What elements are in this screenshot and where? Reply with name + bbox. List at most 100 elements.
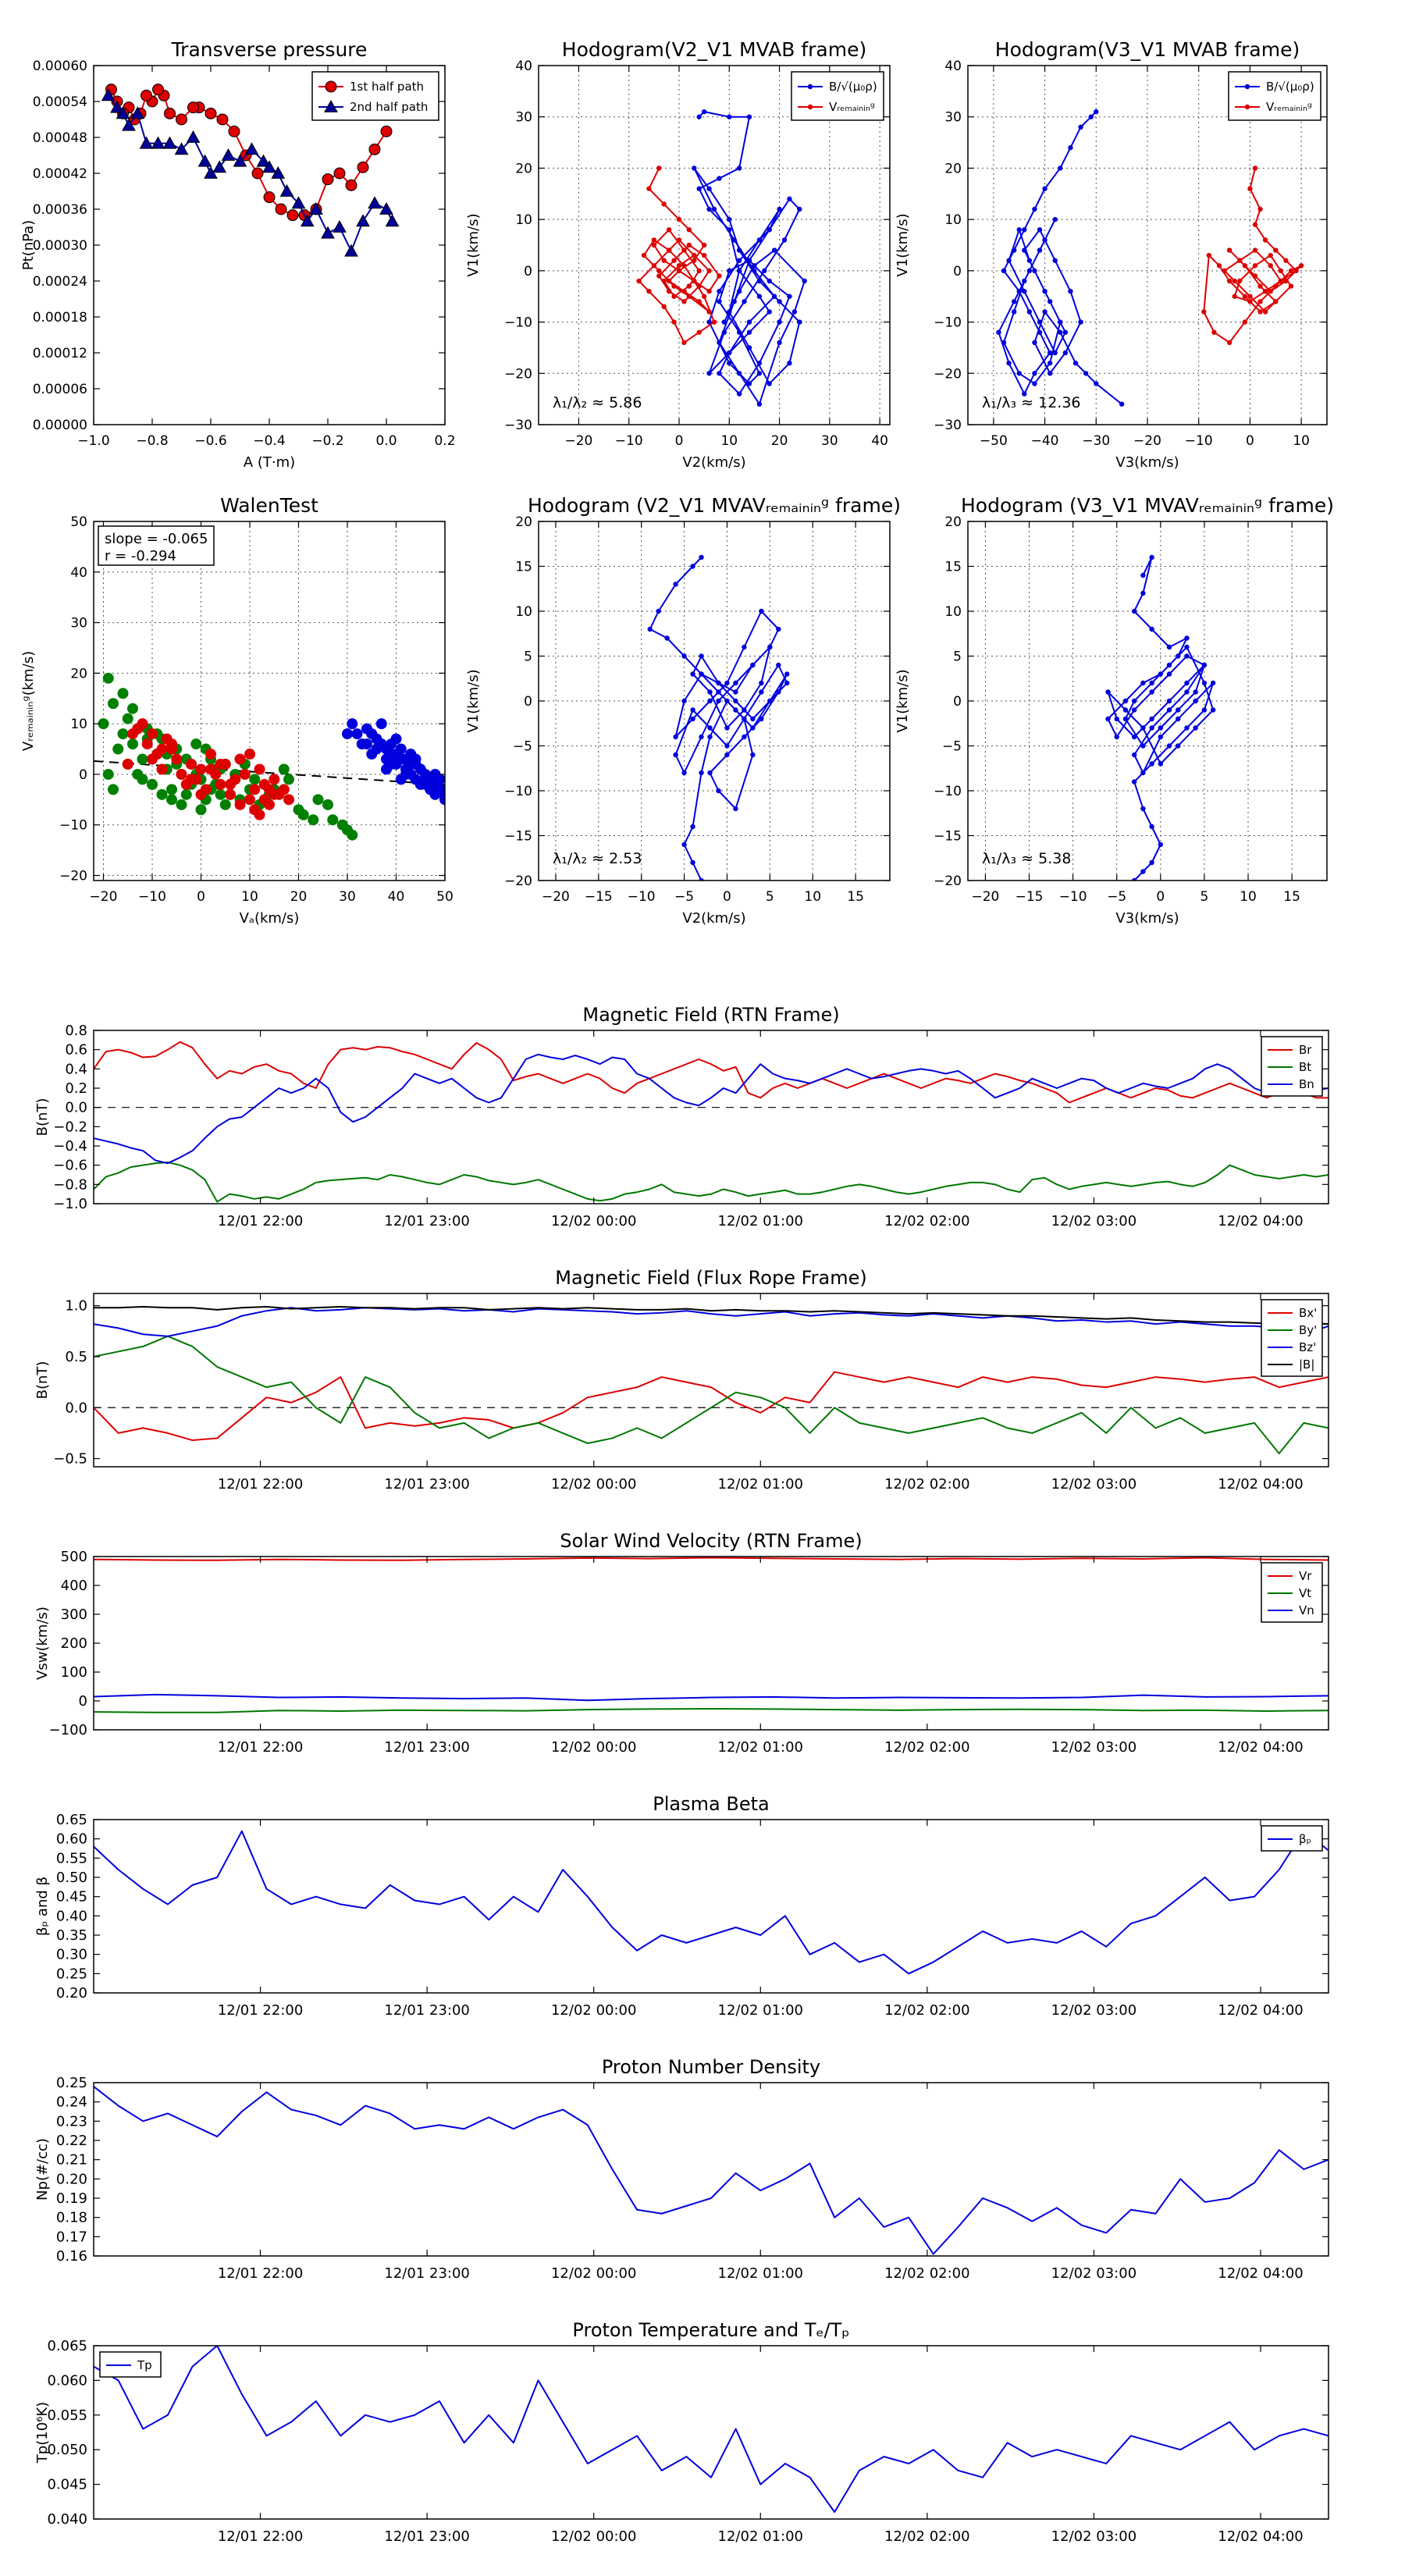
data-point <box>1058 329 1063 335</box>
series-0 <box>94 2086 1329 2255</box>
plot-area-ts4 <box>94 1830 1329 1975</box>
data-point <box>746 114 752 119</box>
data-point <box>225 788 236 800</box>
y-tick-label: 0.2 <box>65 1080 87 1097</box>
data-point <box>1237 258 1243 263</box>
x-tick-label: 12/02 01:00 <box>718 1476 803 1493</box>
data-point <box>727 309 732 315</box>
chart-tp: −1.0 −0.8 −0.6 −0.4 −0.2 0.0 0.2 0.00000 0.00006… <box>20 38 456 471</box>
y-tick-label: 5 <box>953 649 962 665</box>
plot-frame <box>93 2345 1329 2520</box>
series-0 <box>647 554 790 881</box>
data-point <box>176 768 187 780</box>
chart-title: Hodogram(V3_V1 MVAB frame) <box>995 38 1300 61</box>
data-point <box>395 743 407 755</box>
data-point <box>263 191 276 204</box>
data-point <box>187 101 199 114</box>
data-point <box>646 186 652 191</box>
data-point <box>752 268 757 274</box>
data-point <box>1257 206 1263 212</box>
data-point <box>1078 319 1083 325</box>
data-point <box>1140 869 1146 874</box>
data-point <box>690 707 695 713</box>
data-point <box>244 142 259 155</box>
x-axis-label: Vₐ(km/s) <box>240 910 300 927</box>
data-point <box>711 319 717 325</box>
x-tick-label: 0.0 <box>375 433 397 449</box>
y-tick-label: 0.0 <box>65 1400 87 1416</box>
x-tick-label: 30 <box>821 433 838 449</box>
data-point <box>1119 401 1125 407</box>
x-tick-label: −10 <box>138 889 166 905</box>
series-2 <box>342 718 445 806</box>
data-point <box>197 154 212 167</box>
plot-frame <box>538 65 891 425</box>
data-point <box>1011 247 1017 253</box>
data-point <box>724 725 730 731</box>
data-point <box>759 608 764 614</box>
data-point <box>1237 278 1243 284</box>
x-tick-label: −20 <box>971 889 999 905</box>
data-point <box>1022 247 1027 253</box>
y-tick-label: −30 <box>934 418 962 433</box>
data-point <box>686 294 692 299</box>
data-point <box>1006 360 1012 366</box>
series-line <box>94 1335 1329 1455</box>
data-point <box>186 774 197 785</box>
x-tick-label: 12/02 00:00 <box>551 2528 636 2545</box>
data-point <box>756 401 763 407</box>
plot-area-h1 <box>636 109 807 407</box>
y-tick-label: 20 <box>515 514 532 530</box>
y-tick-label: −5 <box>513 739 532 755</box>
legend-label: Bz' <box>1299 1340 1316 1354</box>
y-tick-label: 20 <box>70 666 87 681</box>
data-point <box>300 214 315 227</box>
x-tick-label: 0 <box>675 433 684 449</box>
data-point <box>656 273 662 279</box>
series-line <box>94 1053 1329 1165</box>
data-point <box>656 608 661 614</box>
data-point <box>767 644 773 650</box>
data-point <box>651 242 657 248</box>
data-point <box>1149 716 1154 722</box>
data-point <box>771 294 777 299</box>
data-point <box>186 130 201 143</box>
data-point <box>699 770 704 776</box>
data-point <box>661 258 667 263</box>
data-point <box>673 582 678 587</box>
plot-area-tp <box>101 84 400 257</box>
data-point <box>356 214 370 227</box>
data-point <box>1193 689 1198 695</box>
data-point <box>1206 252 1212 258</box>
data-point <box>1201 662 1208 668</box>
data-point <box>195 763 207 775</box>
chart-ts3: 12/01 22:00 12/01 23:00 12/02 00:00 12/02 0… <box>34 1530 1329 1756</box>
legend: Vr Vt Vn <box>1261 1562 1323 1623</box>
y-tick-label: −5 <box>942 739 962 755</box>
x-tick-label: 12/02 01:00 <box>718 2528 803 2545</box>
y-tick-label: −10 <box>59 818 87 834</box>
x-tick-label: 12/02 00:00 <box>551 1213 636 1229</box>
y-tick-label: 0.4 <box>65 1061 87 1077</box>
data-point <box>156 763 168 775</box>
data-point <box>671 294 677 299</box>
y-tick-label: 0.60 <box>56 1831 87 1848</box>
series-line <box>94 1305 1329 1325</box>
data-point <box>727 360 732 366</box>
x-tick-label: −10 <box>615 433 643 449</box>
y-tick-label: −10 <box>504 784 532 799</box>
data-point <box>1068 144 1073 151</box>
data-point <box>777 299 782 304</box>
x-tick-label: 0 <box>1156 889 1165 905</box>
x-tick-label: 20 <box>771 433 788 449</box>
data-point <box>762 268 767 274</box>
data-point <box>759 716 764 722</box>
data-point <box>1016 371 1022 376</box>
data-point <box>736 268 742 274</box>
y-tick-label: 30 <box>944 110 962 126</box>
y-axis-label: V1(km/s) <box>895 669 911 732</box>
data-point <box>116 106 130 119</box>
data-point <box>1131 779 1137 785</box>
data-point <box>1011 299 1017 304</box>
x-tick-label: 0 <box>723 889 731 905</box>
